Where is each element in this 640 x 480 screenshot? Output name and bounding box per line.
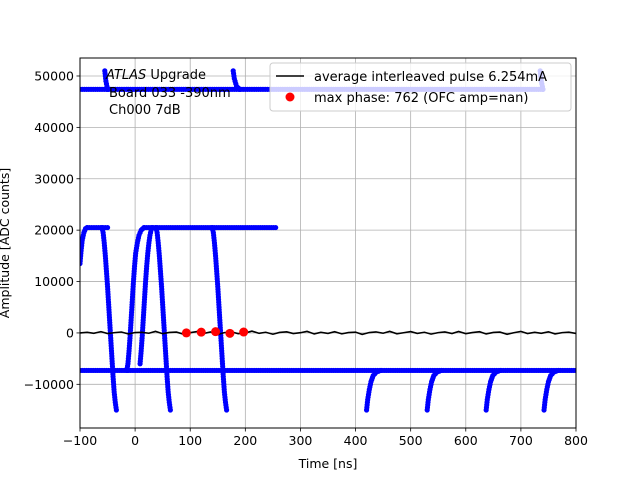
x-tick-label: 0 [131, 433, 139, 448]
sample-point [223, 407, 230, 413]
y-tick-label: 30000 [34, 171, 74, 186]
x-axis-label: Time [ns] [298, 456, 358, 471]
series-layer [80, 68, 576, 413]
sample-point [378, 367, 384, 374]
legend: average interleaved pulse 6.254mA max ph… [269, 62, 572, 112]
y-tick-label: 40000 [34, 120, 74, 135]
x-tick-label: −100 [63, 433, 97, 448]
y-axis-label: Amplitude [ADC counts] [0, 168, 12, 318]
annotation-line-2: Board 033 -390nm [109, 86, 231, 101]
sample-point [141, 224, 147, 231]
legend-box [269, 62, 572, 112]
legend-marker-swatch [285, 92, 295, 102]
series-blue-samples [80, 68, 576, 413]
y-tick-label: 0 [66, 325, 74, 340]
max-phase-point [196, 327, 206, 337]
x-tick-label: 200 [233, 433, 257, 448]
series-max-phase [181, 327, 249, 338]
sample-point [555, 367, 561, 374]
annotation: ATLAS Upgrade Board 033 -390nm Ch000 7dB [105, 68, 231, 118]
max-phase-point [239, 327, 249, 337]
legend-entry-average-pulse: average interleaved pulse 6.254mA [314, 70, 547, 85]
x-tick-label: 700 [509, 433, 533, 448]
sample-point [104, 86, 111, 92]
y-tick-label: 20000 [34, 223, 74, 238]
sample-point [237, 86, 243, 92]
plot-area [80, 68, 576, 413]
plot-frame [79, 57, 577, 429]
sample-point [573, 367, 576, 374]
sample-point [104, 224, 111, 231]
max-phase-point [225, 328, 235, 338]
max-phase-point [181, 328, 191, 338]
legend-entry-max-phase: max phase: 762 (OFC amp=nan) [314, 91, 528, 106]
x-tick-label: 800 [564, 433, 588, 448]
annotation-atlas: ATLAS [105, 68, 146, 83]
annotation-line-3: Ch000 7dB [109, 103, 181, 118]
x-tick-label: 600 [454, 433, 478, 448]
sample-point [438, 367, 445, 374]
y-tick-label: 10000 [34, 274, 74, 289]
y-tick-label: −10000 [24, 377, 74, 392]
sample-point [497, 367, 504, 374]
annotation-line-1: ATLAS Upgrade [105, 68, 206, 83]
y-axis: −10000 0 10000 20000 30000 40000 50000 [24, 68, 80, 392]
sample-point [167, 407, 173, 413]
x-tick-label: 300 [289, 433, 313, 448]
x-axis: −100 0 100 200 300 400 500 600 700 800 [63, 428, 588, 448]
sample-point [273, 224, 279, 231]
series-average-pulse-line [80, 330, 576, 336]
x-tick-label: 400 [344, 433, 368, 448]
x-tick-label: 100 [178, 433, 202, 448]
sample-point [113, 407, 119, 413]
sample-point [137, 361, 143, 367]
sample-point [84, 224, 90, 231]
y-tick-label: 50000 [34, 68, 74, 83]
annotation-upgrade: Upgrade [146, 68, 206, 83]
max-phase-point [211, 327, 221, 337]
x-tick-label: 500 [399, 433, 423, 448]
